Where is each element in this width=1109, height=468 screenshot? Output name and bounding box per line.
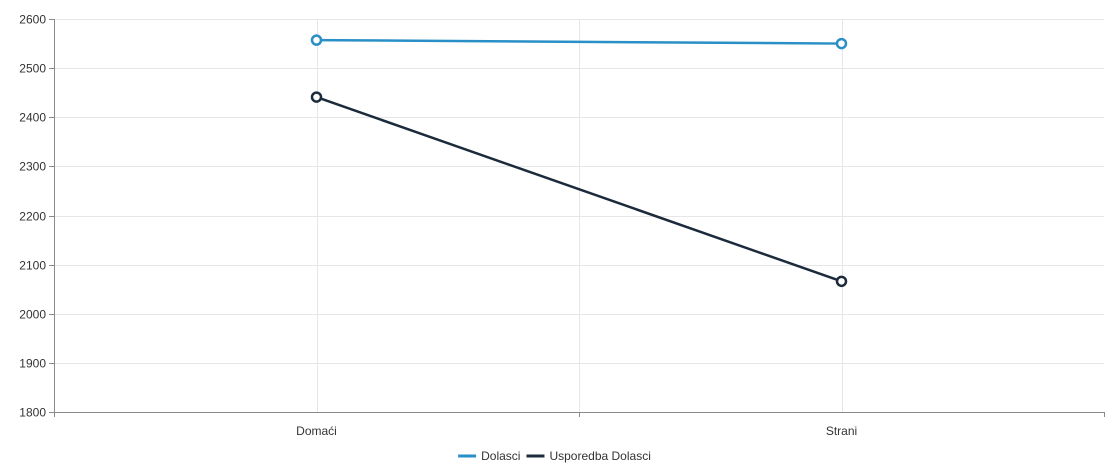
legend-label: Usporedba Dolasci (549, 449, 650, 463)
legend-label: Dolasci (481, 449, 520, 463)
legend: Dolasci Usporedba Dolasci (458, 449, 651, 463)
y-tick-label: 2500 (19, 62, 46, 76)
y-tick-label: 2400 (19, 111, 46, 125)
x-tick-label: Domaći (296, 424, 337, 438)
data-point[interactable] (310, 34, 323, 46)
y-tick-label: 1900 (19, 357, 46, 371)
series-group (310, 91, 848, 288)
legend-item[interactable]: Usporedba Dolasci (526, 449, 651, 463)
y-tick-label: 2200 (19, 210, 46, 224)
series (310, 34, 848, 288)
y-tick-label: 2300 (19, 160, 46, 174)
x-tick-label: Strani (826, 424, 857, 438)
series-group (310, 34, 848, 50)
axes: 1800 1900 2000 2100 2200 2300 2400 2500 2600 Doma… (19, 13, 1105, 438)
data-point[interactable] (835, 275, 848, 288)
grid (54, 19, 1104, 412)
data-point[interactable] (310, 91, 323, 103)
y-tick-label: 1800 (19, 406, 46, 420)
series-line (315, 95, 843, 283)
y-tick-label: 2000 (19, 308, 46, 322)
data-point[interactable] (835, 37, 848, 50)
legend-item[interactable]: Dolasci (458, 449, 520, 463)
series-line (315, 38, 843, 45)
y-tick-label: 2600 (19, 13, 46, 27)
y-tick-label: 2100 (19, 259, 46, 273)
